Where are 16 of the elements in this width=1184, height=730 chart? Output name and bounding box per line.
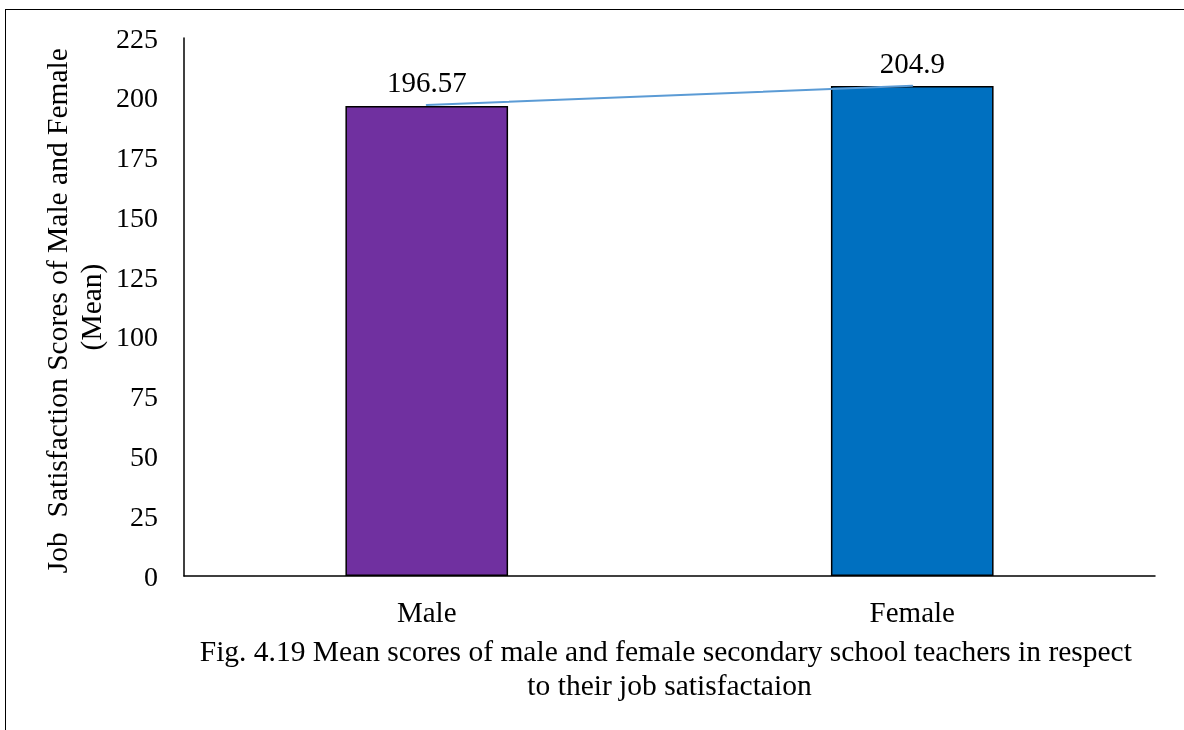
- y-tick-label: 200: [116, 82, 158, 114]
- y-tick-label: 50: [130, 440, 158, 472]
- y-tick-label: 100: [116, 321, 158, 353]
- y-tick-label: 225: [116, 22, 158, 54]
- data-label: 196.57: [386, 66, 467, 99]
- y-tick-label: 175: [116, 142, 158, 174]
- y-axis-title: Job Satisfaction Scores of Male and Female (Mean): [40, 40, 109, 574]
- y-tick-label: 150: [116, 201, 158, 233]
- caption: Fig. 4.19 Mean scores of male and female secondary school teachers in respect to their job satisfactaion: [199, 635, 1140, 701]
- data-label: 204.9: [879, 46, 945, 79]
- y-tick-label: 75: [130, 381, 158, 413]
- x-tick-label: Female: [869, 595, 955, 628]
- x-tick-label: Male: [396, 595, 457, 628]
- y-tick-label: 25: [130, 500, 158, 532]
- y-tick-label: 0: [144, 560, 158, 592]
- y-tick-label: 125: [116, 261, 158, 293]
